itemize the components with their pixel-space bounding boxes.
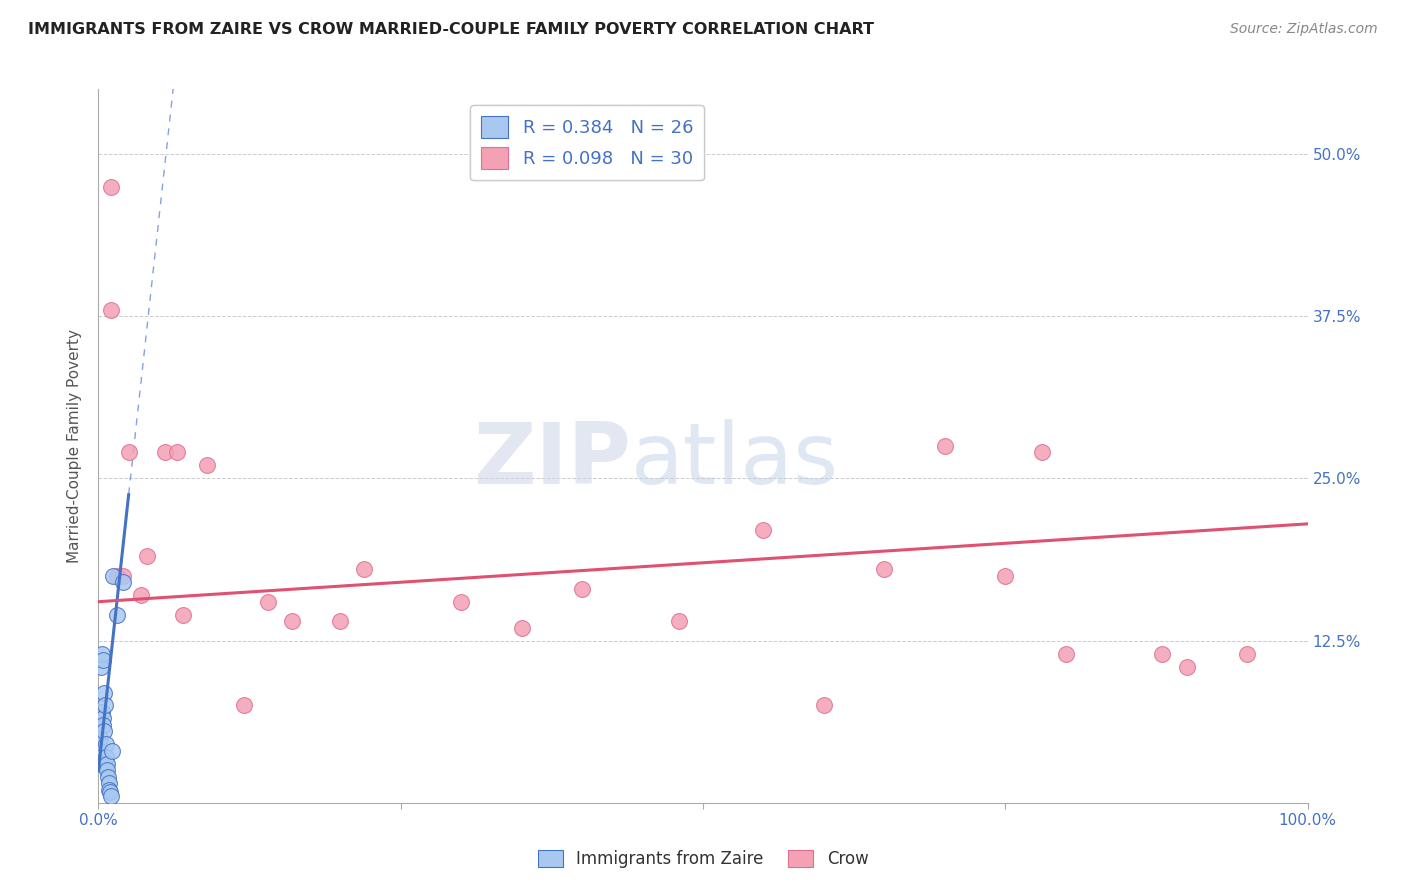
Y-axis label: Married-Couple Family Poverty: Married-Couple Family Poverty: [67, 329, 83, 563]
Point: [934, 439, 956, 453]
Point: [129, 588, 152, 602]
Point: [1054, 647, 1077, 661]
Point: [96, 750, 118, 764]
Point: [97, 776, 120, 790]
Point: [256, 595, 278, 609]
Point: [91, 718, 114, 732]
Text: ZIP: ZIP: [472, 418, 630, 502]
Point: [91, 653, 114, 667]
Point: [166, 445, 188, 459]
Point: [98, 785, 121, 799]
Point: [510, 621, 533, 635]
Point: [1175, 659, 1198, 673]
Point: [89, 744, 111, 758]
Point: [994, 568, 1017, 582]
Point: [94, 738, 117, 752]
Point: [153, 445, 176, 459]
Text: Source: ZipAtlas.com: Source: ZipAtlas.com: [1230, 22, 1378, 37]
Point: [353, 562, 375, 576]
Point: [105, 607, 128, 622]
Point: [571, 582, 593, 596]
Point: [195, 458, 218, 473]
Point: [96, 756, 118, 771]
Point: [91, 711, 114, 725]
Point: [89, 731, 111, 745]
Point: [111, 575, 134, 590]
Point: [752, 524, 775, 538]
Point: [100, 789, 122, 804]
Point: [232, 698, 254, 713]
Point: [94, 698, 117, 713]
Point: [93, 724, 115, 739]
Text: atlas: atlas: [630, 418, 838, 502]
Point: [90, 659, 112, 673]
Legend: Immigrants from Zaire, Crow: Immigrants from Zaire, Crow: [531, 843, 875, 875]
Point: [98, 782, 121, 797]
Point: [329, 614, 352, 628]
Point: [813, 698, 835, 713]
Point: [1031, 445, 1053, 459]
Point: [91, 647, 114, 661]
Point: [172, 607, 194, 622]
Point: [90, 750, 112, 764]
Point: [281, 614, 304, 628]
Point: [873, 562, 896, 576]
Point: [450, 595, 472, 609]
Point: [100, 744, 122, 758]
Point: [90, 756, 112, 771]
Point: [105, 568, 128, 582]
Point: [97, 770, 120, 784]
Point: [1152, 647, 1174, 661]
Point: [118, 445, 141, 459]
Point: [135, 549, 157, 564]
Text: IMMIGRANTS FROM ZAIRE VS CROW MARRIED-COUPLE FAMILY POVERTY CORRELATION CHART: IMMIGRANTS FROM ZAIRE VS CROW MARRIED-CO…: [28, 22, 875, 37]
Legend: R = 0.384   N = 26, R = 0.098   N = 30: R = 0.384 N = 26, R = 0.098 N = 30: [470, 105, 704, 180]
Point: [101, 568, 124, 582]
Point: [96, 764, 118, 778]
Point: [91, 705, 114, 719]
Point: [1236, 647, 1258, 661]
Point: [100, 302, 122, 317]
Point: [111, 568, 134, 582]
Point: [668, 614, 690, 628]
Point: [93, 685, 115, 699]
Point: [100, 179, 122, 194]
